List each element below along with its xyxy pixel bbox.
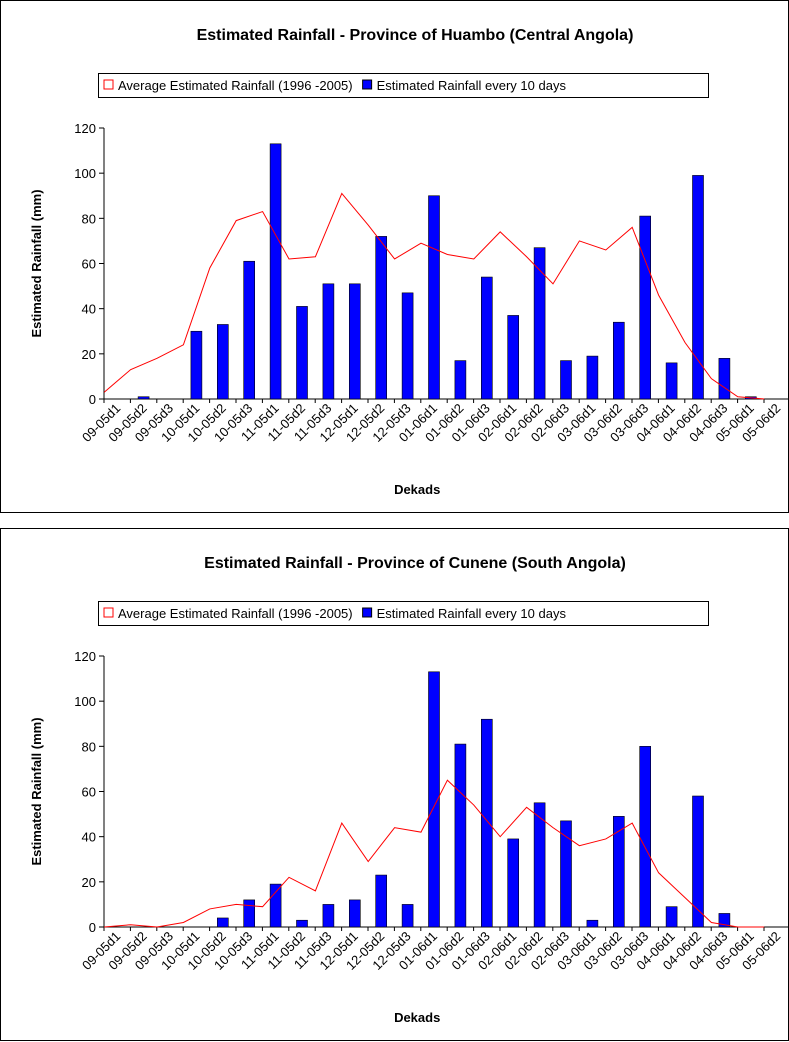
bar	[296, 306, 308, 400]
chart: Estimated Rainfall - Province of Cunene …	[0, 528, 789, 1041]
y-axis-title: Estimated Rainfall (mm)	[29, 717, 44, 865]
bar	[454, 360, 467, 400]
legend-swatch	[103, 607, 114, 618]
legend-label: Average Estimated Rainfall (1996 -2005)	[118, 606, 353, 621]
y-tick-label: 0	[89, 920, 96, 935]
bar	[560, 820, 572, 928]
bar	[665, 362, 678, 400]
y-tick-label: 80	[82, 739, 96, 754]
chart-title: Estimated Rainfall - Province of Huambo …	[197, 27, 634, 44]
chart-title: Estimated Rainfall - Province of Cunene …	[204, 555, 626, 572]
bar	[507, 315, 520, 400]
bar	[560, 360, 572, 400]
bar	[718, 913, 731, 928]
legend: Average Estimated Rainfall (1996 -2005) E…	[98, 601, 709, 626]
x-axis-title: Dekads	[394, 1010, 440, 1025]
y-tick-label: 20	[82, 875, 96, 890]
bar	[586, 355, 599, 400]
bar	[322, 283, 335, 400]
y-tick-label: 60	[82, 257, 96, 272]
legend-label: Average Estimated Rainfall (1996 -2005)	[118, 78, 353, 93]
bar	[322, 904, 335, 928]
bar	[269, 143, 282, 400]
legend-swatch	[362, 607, 373, 618]
bar	[586, 919, 599, 928]
bar	[348, 899, 361, 928]
bar	[401, 292, 414, 400]
bar	[375, 874, 388, 928]
y-tick-label: 0	[89, 392, 96, 407]
legend-swatch	[362, 79, 373, 90]
bar	[480, 718, 493, 928]
y-tick-label: 40	[82, 830, 96, 845]
bar	[217, 324, 229, 400]
legend: Average Estimated Rainfall (1996 -2005) E…	[98, 73, 709, 98]
bar	[639, 215, 652, 400]
legend-label: Estimated Rainfall every 10 days	[377, 78, 567, 93]
chart: Estimated Rainfall - Province of Huambo …	[0, 0, 789, 513]
bar	[692, 175, 704, 400]
y-tick-label: 80	[82, 211, 96, 226]
y-tick-label: 100	[74, 694, 96, 709]
bar	[217, 917, 229, 928]
legend-box	[98, 73, 709, 98]
bar	[428, 671, 440, 928]
bar	[665, 906, 678, 928]
bar	[718, 358, 731, 400]
bar	[401, 904, 414, 928]
line	[104, 779, 765, 928]
legend-label: Estimated Rainfall every 10 days	[377, 606, 567, 621]
line	[103, 192, 765, 400]
bar	[507, 838, 520, 928]
bar	[296, 919, 308, 928]
bar	[639, 746, 652, 928]
bar	[269, 883, 282, 928]
bar	[454, 743, 467, 928]
legend-swatch	[103, 79, 114, 90]
y-tick-label: 120	[74, 121, 96, 136]
y-axis-title: Estimated Rainfall (mm)	[29, 189, 44, 337]
bar	[533, 802, 546, 928]
y-tick-label: 100	[74, 166, 96, 181]
bar	[190, 330, 203, 400]
y-tick-label: 40	[82, 302, 96, 317]
bar	[137, 396, 150, 400]
y-tick-label: 20	[82, 347, 96, 362]
bar	[243, 899, 255, 928]
bar	[612, 321, 625, 400]
x-axis-title: Dekads	[394, 482, 440, 497]
bar	[533, 247, 546, 400]
legend-box	[98, 601, 709, 626]
bar	[348, 283, 361, 400]
bar	[243, 260, 255, 400]
bar	[480, 276, 493, 400]
bar	[612, 816, 625, 928]
bar	[692, 795, 704, 928]
y-tick-label: 60	[82, 785, 96, 800]
y-tick-label: 120	[74, 649, 96, 664]
bar	[428, 195, 440, 400]
bar	[375, 236, 388, 400]
